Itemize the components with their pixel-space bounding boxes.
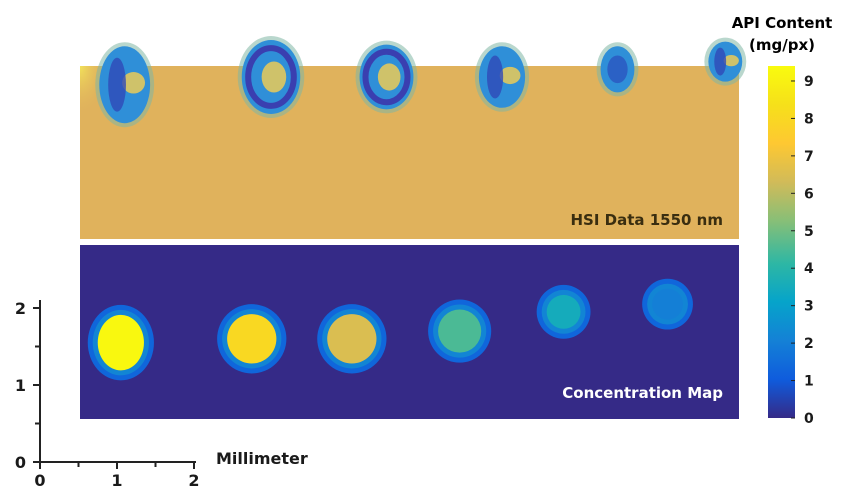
hsi-spot-notch: [122, 71, 146, 94]
colorbar-tick-label: 7: [804, 149, 814, 165]
scale-x-tick-label: 1: [111, 471, 122, 487]
hsi-spot-4: [474, 42, 530, 112]
concentration-spot-3: [327, 314, 377, 364]
colorbar-tick-label: 2: [804, 336, 814, 352]
concentration-spot-4: [438, 309, 482, 353]
concentration-panel-label: Concentration Map: [562, 384, 723, 402]
colorbar-tick-label: 5: [804, 224, 814, 240]
scale-x-label: Millimeter: [216, 449, 308, 468]
colorbar-tick-label: 9: [804, 74, 814, 90]
scale-y-tick-label: 0: [15, 453, 26, 472]
hsi-spot-notch: [499, 66, 521, 85]
hsi-spot-dark-edge: [714, 47, 727, 76]
scale-y-tick-label: 1: [15, 376, 26, 395]
colorbar-tick-label: 4: [804, 261, 814, 277]
hsi-panel-label: HSI Data 1550 nm: [570, 211, 723, 229]
hsi-spot-core: [607, 55, 628, 84]
colorbar-tick-label: 0: [804, 411, 814, 427]
hsi-spot-2: [237, 36, 305, 118]
concentration-spot-5: [546, 294, 581, 329]
concentration-panel-background: [80, 245, 739, 419]
scale-x-tick-label: 0: [34, 471, 45, 487]
hsi-spot-6: [704, 37, 747, 86]
colorbar-title-line2: (mg/px): [749, 36, 815, 54]
hsi-data-panel: HSI Data 1550 nm: [80, 36, 747, 239]
hsi-spot-3: [355, 40, 418, 114]
colorbar-title-line1: API Content: [732, 14, 833, 32]
concentration-spot-2: [227, 314, 277, 364]
colorbar-gradient: [768, 66, 795, 418]
concentration-spot-1: [97, 314, 144, 371]
colorbar-tick-label: 8: [804, 111, 814, 127]
hsi-spot-notch: [723, 54, 739, 67]
hsi-spot-center: [261, 61, 287, 93]
colorbar-tick-label: 6: [804, 186, 814, 202]
concentration-spot-6: [652, 288, 683, 320]
hsi-spot-5: [596, 42, 639, 97]
hsi-spot-dark-edge: [486, 55, 504, 99]
colorbar-tick-label: 3: [804, 299, 814, 315]
scale-x-tick-label: 2: [188, 471, 199, 487]
hsi-spot-dark-edge: [108, 57, 126, 112]
hsi-spot-ring: [245, 45, 297, 109]
hsi-spot-ring: [362, 48, 411, 106]
concentration-map-panel: Concentration Map: [80, 245, 739, 419]
colorbar-tick-label: 1: [804, 374, 814, 390]
scale-axis: 0 1 2 0 1 2 Millimeter: [15, 299, 308, 487]
hsi-spot-1: [95, 42, 155, 128]
hsi-spot-center: [377, 63, 401, 91]
colorbar: API Content (mg/px) 0 1 2 3 4 5 6 7 8 9: [732, 14, 833, 427]
scale-y-tick-label: 2: [15, 299, 26, 318]
